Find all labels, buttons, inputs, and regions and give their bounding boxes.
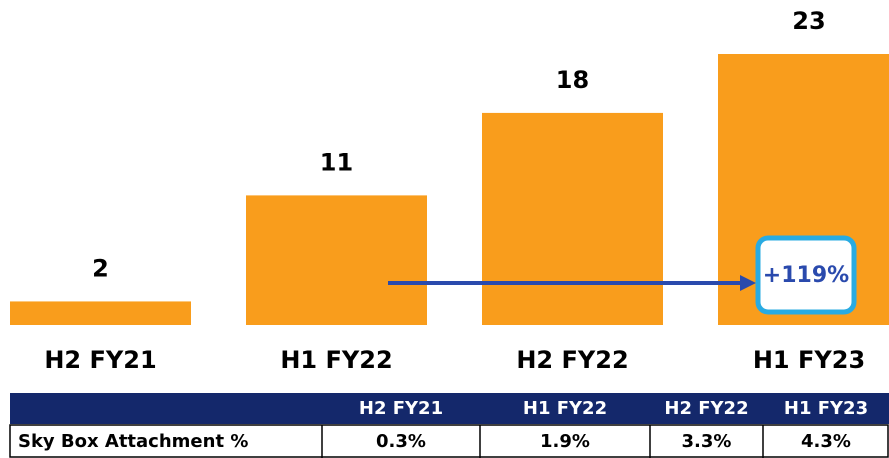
table-cell: Sky Box Attachment % xyxy=(18,431,248,452)
bar xyxy=(482,112,663,325)
table-header: H1 FY22 xyxy=(523,398,607,419)
value-label: 11 xyxy=(320,148,353,176)
category-label: H1 FY22 xyxy=(280,346,392,374)
arrow-head xyxy=(740,275,756,291)
category-label: H2 FY22 xyxy=(516,346,628,374)
annotation: +119% xyxy=(763,263,849,288)
table-header: H1 FY23 xyxy=(784,398,868,419)
annotation-box xyxy=(755,235,857,315)
table-cell: 4.3% xyxy=(801,431,851,452)
table-header-bg xyxy=(10,393,889,424)
table-header: H2 FY21 xyxy=(359,398,443,419)
table-cell: 3.3% xyxy=(682,431,732,452)
category-label: H1 FY23 xyxy=(753,346,865,374)
table-cell: 0.3% xyxy=(376,431,426,452)
value-label: 2 xyxy=(92,254,109,282)
value-label: 18 xyxy=(556,66,589,94)
table-cell: 1.9% xyxy=(540,431,590,452)
bar xyxy=(246,195,427,325)
table-header: H2 FY22 xyxy=(664,398,748,419)
table-row-bg xyxy=(9,424,889,458)
bar xyxy=(10,301,191,325)
value-label: 23 xyxy=(792,7,825,35)
category-label: H2 FY21 xyxy=(44,346,156,374)
